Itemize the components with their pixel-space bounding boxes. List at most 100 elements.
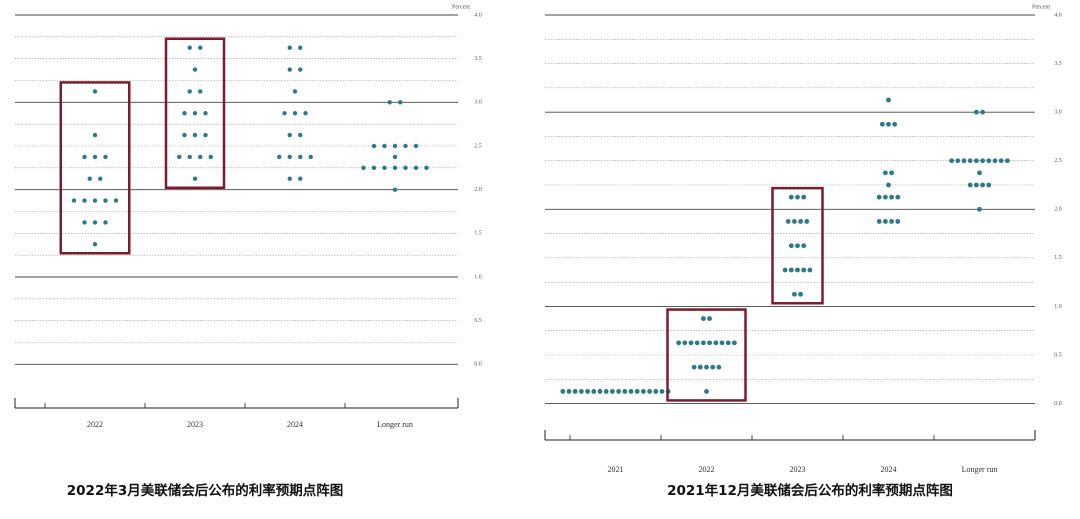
dot	[883, 170, 888, 176]
dot	[371, 143, 377, 149]
chart-title: 2022年3月美联储会后公布的利率预期点阵图	[67, 482, 343, 499]
dot	[610, 389, 615, 394]
y-tick-label: 1.5	[474, 231, 482, 237]
dot	[198, 45, 203, 50]
dot	[676, 340, 681, 346]
dot	[977, 170, 982, 176]
dot	[361, 165, 366, 171]
dot	[792, 291, 797, 297]
dot	[889, 170, 894, 176]
x-tick-label: 2023	[187, 420, 203, 429]
dot	[949, 158, 954, 164]
dot	[804, 219, 810, 224]
y-tick-label: 3.5	[1054, 61, 1062, 67]
dot	[203, 132, 208, 138]
dot	[782, 267, 788, 273]
dot	[713, 340, 719, 346]
dot	[603, 389, 609, 394]
dot	[292, 89, 298, 94]
dot	[1005, 158, 1010, 164]
x-tick-label: 2024	[881, 465, 897, 474]
dot	[792, 219, 797, 224]
dot	[628, 389, 634, 394]
dot	[292, 111, 298, 116]
y-tick-label: 0.0	[1054, 401, 1062, 407]
y-tick-label: 4.0	[1054, 12, 1062, 18]
dot	[992, 158, 998, 164]
x-tick-label: 2022	[87, 420, 103, 429]
dot	[203, 111, 208, 116]
x-tick-label: Longer run	[377, 420, 413, 429]
dot	[103, 154, 108, 160]
dot	[382, 143, 387, 149]
dot	[579, 389, 584, 394]
dot	[98, 176, 103, 181]
dot	[955, 158, 961, 164]
dot	[701, 340, 706, 346]
dot	[889, 219, 894, 224]
dot	[701, 316, 706, 321]
dot	[192, 176, 198, 181]
dot	[298, 67, 303, 72]
dot	[961, 158, 967, 164]
dot	[82, 154, 87, 160]
y-tick-label: 2.5	[474, 143, 482, 149]
dot	[697, 364, 703, 370]
x-tick-label: 2024	[287, 420, 303, 429]
dot	[187, 45, 192, 50]
dot	[71, 198, 77, 203]
dot	[788, 267, 794, 273]
y-tick-label: 4.0	[474, 12, 482, 18]
dot	[795, 243, 800, 249]
dot	[883, 194, 888, 200]
dot	[798, 219, 803, 224]
dot	[986, 182, 992, 188]
dot	[694, 340, 700, 346]
dot	[704, 364, 709, 370]
dot	[382, 165, 387, 171]
dot	[704, 389, 709, 394]
dot	[798, 291, 803, 297]
dot	[287, 45, 292, 50]
highlight-box	[164, 37, 226, 189]
y-tick-label: 3.0	[1054, 110, 1062, 116]
y-tick-label: 3.5	[474, 56, 482, 62]
dot	[785, 219, 791, 224]
dot	[371, 165, 377, 171]
dot	[801, 243, 807, 249]
dot	[387, 100, 392, 105]
dot	[392, 165, 398, 171]
highlight-box	[666, 308, 747, 402]
dot	[392, 154, 398, 160]
dot	[710, 364, 716, 370]
dot	[622, 389, 628, 394]
dot	[641, 389, 646, 394]
dot	[653, 389, 659, 394]
chart-title: 2021年12月美联储会后公布的利率预期点阵图	[667, 482, 953, 499]
dot	[725, 340, 731, 346]
dot	[303, 111, 308, 116]
dot	[980, 158, 985, 164]
dot	[980, 109, 985, 115]
dot	[92, 198, 98, 203]
dot	[398, 100, 403, 105]
y-tick-label: 2.5	[1054, 158, 1062, 164]
y-tick-label: 0.5	[1054, 352, 1062, 358]
dot	[208, 154, 213, 160]
dot	[659, 389, 665, 394]
dot	[92, 242, 98, 247]
dot	[182, 132, 187, 138]
dot	[82, 220, 87, 225]
dot	[177, 154, 182, 160]
dot	[974, 109, 979, 115]
dot	[392, 143, 398, 149]
dot	[392, 187, 398, 192]
y-tick-label: 0.5	[474, 318, 482, 324]
dot	[403, 143, 408, 149]
dot	[182, 111, 187, 116]
dot	[788, 194, 794, 200]
dot	[647, 389, 652, 394]
dot	[801, 194, 807, 200]
x-tick-label: 2023	[790, 465, 806, 474]
